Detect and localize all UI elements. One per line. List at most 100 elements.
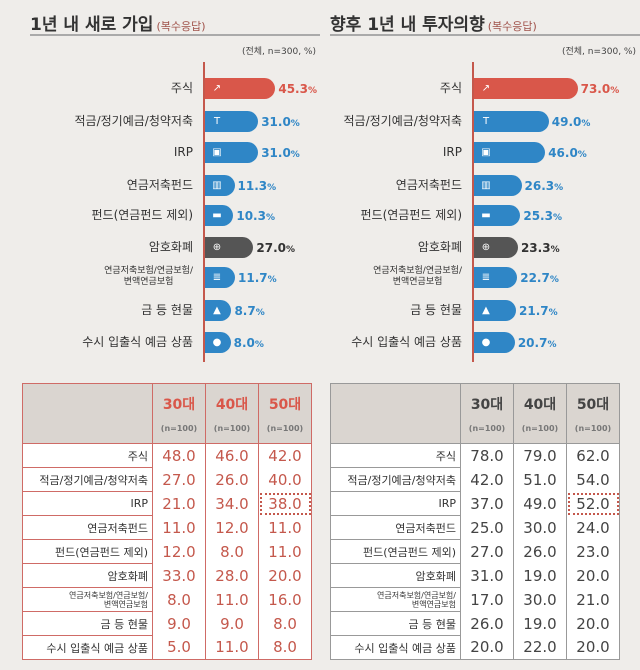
table-cell: 20.0 bbox=[258, 563, 312, 588]
table-cell: 46.0 bbox=[205, 443, 259, 468]
table-cell: 21.0 bbox=[152, 491, 206, 516]
category-label: IRP bbox=[173, 145, 193, 159]
table-row: 연금저축보험/연금보험/변액연금보험 8.0 11.0 16.0 bbox=[22, 587, 312, 612]
chart-title: 1년 내 새로 가입 (복수응답) bbox=[30, 15, 206, 35]
row-category: 연금저축보험/연금보험/변액연금보험 bbox=[22, 587, 153, 612]
table-cell: 24.0 bbox=[566, 515, 620, 540]
sample-size: (n=100) bbox=[521, 424, 559, 433]
table-cell: 20.0 bbox=[566, 635, 620, 660]
category-label: 연금저축펀드 bbox=[126, 178, 193, 192]
table-cell: 28.0 bbox=[205, 563, 259, 588]
table-cell: 9.0 bbox=[205, 611, 259, 636]
value-label: 25.3% bbox=[523, 209, 562, 223]
table-cell: 9.0 bbox=[152, 611, 206, 636]
panel-new-signup: 1년 내 새로 가입 (복수응답) (전체, n=300, %) 주식 ↗ 45.3%… bbox=[22, 15, 320, 660]
value-label: 23.3% bbox=[520, 241, 560, 255]
chart-title: 향후 1년 내 투자의향 (복수응답) bbox=[330, 15, 537, 35]
table-row: 연금저축펀드 11.0 12.0 11.0 bbox=[22, 515, 312, 540]
title-divider bbox=[30, 34, 320, 36]
sample-size: (n=100) bbox=[574, 424, 612, 433]
pension-fund-icon: ▥ bbox=[212, 180, 222, 191]
briefcase-icon: ▣ bbox=[481, 147, 491, 158]
table-cell: 27.0 bbox=[460, 539, 514, 564]
table-cell: 8.0 bbox=[152, 587, 206, 612]
table-cell: 78.0 bbox=[460, 443, 514, 468]
table-header: 30대 (n=100) 40대 (n=100) 50대 (n=100) bbox=[330, 383, 620, 444]
category-label: 주식 bbox=[439, 81, 462, 95]
sample-size: (n=100) bbox=[160, 424, 198, 433]
bar: T bbox=[474, 111, 549, 132]
value-label: 49.0% bbox=[551, 115, 591, 129]
table-row: 펀드(연금펀드 제외) 27.0 26.0 23.0 bbox=[330, 539, 620, 564]
age-label: 40대 bbox=[215, 397, 249, 413]
bar: ▬ bbox=[474, 205, 521, 226]
value-label: 11.7% bbox=[238, 271, 277, 285]
table-cell: 8.0 bbox=[258, 611, 312, 636]
bar: ● bbox=[205, 332, 231, 353]
row-category: 적금/정기예금/청약저축 bbox=[330, 467, 461, 492]
table-cell: 23.0 bbox=[566, 539, 620, 564]
row-category: 연금저축보험/연금보험/변액연금보험 bbox=[330, 587, 461, 612]
table-cell: 49.0 bbox=[513, 491, 567, 516]
table-cell: 26.0 bbox=[513, 539, 567, 564]
age-column-header: 30대 (n=100) bbox=[460, 383, 514, 444]
value-label: 27.0% bbox=[256, 241, 296, 255]
title-divider bbox=[330, 34, 640, 36]
folder-icon: ▬ bbox=[481, 210, 491, 221]
table-cell: 26.0 bbox=[205, 467, 259, 492]
header-blank bbox=[330, 383, 461, 444]
ledger-icon: ≣ bbox=[481, 272, 491, 283]
table-cell: 30.0 bbox=[513, 587, 567, 612]
table-row: 연금저축보험/연금보험/변액연금보험 17.0 30.0 21.0 bbox=[330, 587, 620, 612]
bar: ⊕ bbox=[205, 237, 254, 258]
savings-icon: T bbox=[482, 116, 490, 127]
age-column-header: 30대 (n=100) bbox=[152, 383, 206, 444]
row-category: 금 등 현물 bbox=[22, 611, 153, 636]
value-label: 26.3% bbox=[524, 179, 564, 193]
table-cell: 16.0 bbox=[258, 587, 312, 612]
table-cell: 30.0 bbox=[513, 515, 567, 540]
value-label: 31.0% bbox=[261, 146, 300, 160]
table-row: IRP 37.0 49.0 52.0 bbox=[330, 491, 620, 516]
category-label: 주식 bbox=[170, 81, 193, 95]
row-category: IRP bbox=[22, 491, 153, 516]
row-category: 암호화폐 bbox=[330, 563, 461, 588]
table-cell: 20.0 bbox=[460, 635, 514, 660]
header-row: 30대 (n=100) 40대 (n=100) 50대 (n=100) bbox=[22, 383, 312, 444]
row-category: IRP bbox=[330, 491, 461, 516]
row-category: 수시 입출식 예금 상품 bbox=[330, 635, 461, 660]
table-body: 주식 78.0 79.0 62.0 적금/정기예금/청약저축 42.0 51.0 54.0 IR… bbox=[330, 443, 620, 660]
value-label: 8.7% bbox=[234, 304, 265, 318]
table-row: IRP 21.0 34.0 38.0 bbox=[22, 491, 312, 516]
value-label: 46.0% bbox=[548, 146, 587, 160]
age-column-header: 50대 (n=100) bbox=[258, 383, 312, 444]
age-column-header: 40대 (n=100) bbox=[205, 383, 259, 444]
table-cell: 33.0 bbox=[152, 563, 206, 588]
bar: T bbox=[205, 111, 259, 132]
table-cell: 17.0 bbox=[460, 587, 514, 612]
table-body: 주식 48.0 46.0 42.0 적금/정기예금/청약저축 27.0 26.0 40.0 IR… bbox=[22, 443, 312, 660]
table-cell: 20.0 bbox=[566, 611, 620, 636]
table-row: 펀드(연금펀드 제외) 12.0 8.0 11.0 bbox=[22, 539, 312, 564]
row-category: 펀드(연금펀드 제외) bbox=[330, 539, 461, 564]
table-cell: 12.0 bbox=[205, 515, 259, 540]
table-header: 30대 (n=100) 40대 (n=100) 50대 (n=100) bbox=[22, 383, 312, 444]
piggy-bank-icon: ● bbox=[212, 337, 222, 348]
row-category: 암호화폐 bbox=[22, 563, 153, 588]
gold-bars-icon: ▲ bbox=[213, 305, 221, 316]
category-label: 연금저축펀드 bbox=[395, 178, 462, 192]
table-cell: 19.0 bbox=[513, 611, 567, 636]
table-cell: 31.0 bbox=[460, 563, 514, 588]
category-label: 암호화폐 bbox=[148, 240, 193, 254]
sample-note: (전체, n=300, %) bbox=[561, 47, 636, 57]
table-row: 적금/정기예금/청약저축 42.0 51.0 54.0 bbox=[330, 467, 620, 492]
row-category: 주식 bbox=[22, 443, 153, 468]
gold-bars-icon: ▲ bbox=[482, 305, 490, 316]
bar: ▬ bbox=[205, 205, 234, 226]
table-cell: 42.0 bbox=[460, 467, 514, 492]
axis-line bbox=[472, 62, 474, 362]
table-cell: 8.0 bbox=[258, 635, 312, 660]
axis-line bbox=[203, 62, 205, 362]
bar: ⊕ bbox=[474, 237, 518, 258]
bar: ▥ bbox=[474, 175, 522, 196]
